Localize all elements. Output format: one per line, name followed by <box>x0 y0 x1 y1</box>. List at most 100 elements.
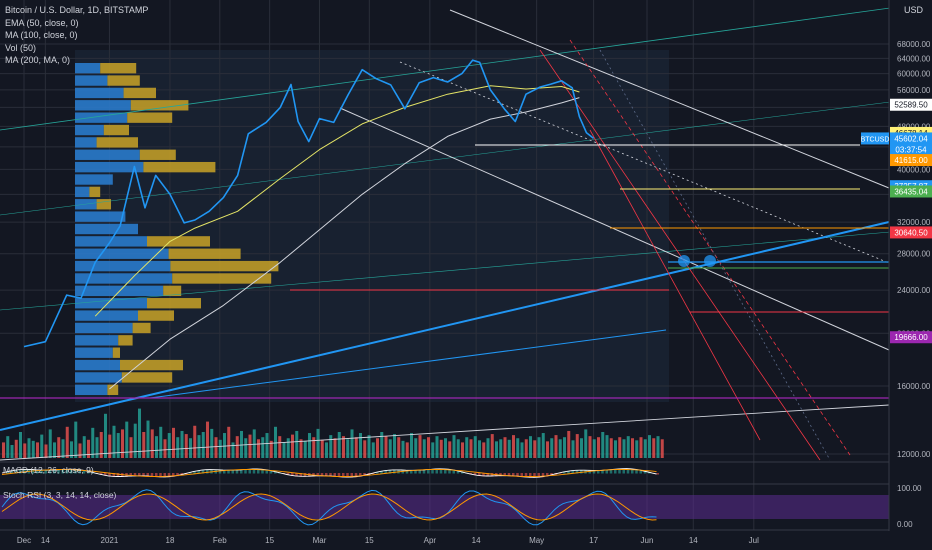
legend-ema[interactable]: EMA (50, close, 0) <box>5 17 79 28</box>
volume-bar <box>172 427 175 458</box>
volume-bar <box>635 440 639 458</box>
volume-bar <box>159 426 163 458</box>
volume-bar <box>507 439 511 458</box>
volume-profile-sell <box>118 335 133 346</box>
volume-bar <box>193 425 197 458</box>
trend-line <box>0 7 891 131</box>
y-tick-label: 60000.00 <box>897 70 931 79</box>
volume-profile-buy <box>75 124 104 136</box>
volume-bar <box>23 443 27 458</box>
volume-bar <box>214 437 218 458</box>
volume-profile-sell <box>112 347 120 358</box>
macd-histogram-bar <box>112 473 115 477</box>
stoch-level-label: 100.00 <box>897 484 922 493</box>
support-trend-line <box>0 221 890 431</box>
macd-histogram-bar <box>461 471 464 474</box>
volume-bar <box>53 442 56 458</box>
volume-profile-buy <box>75 322 133 334</box>
volume-bar <box>618 437 622 458</box>
macd-histogram-bar <box>359 473 362 477</box>
resistance-line <box>449 9 890 189</box>
volume-bar <box>244 438 248 458</box>
y-tick-label: 64000.00 <box>897 54 931 63</box>
volume-profile-buy <box>75 112 128 123</box>
volume-bar <box>580 438 583 458</box>
y-tick-label: 56000.00 <box>897 86 931 95</box>
volume-bar <box>648 435 651 458</box>
macd-histogram-bar <box>482 473 485 477</box>
volume-bar <box>40 434 44 458</box>
volume-bar <box>176 437 180 458</box>
volume-bar <box>303 441 307 458</box>
macd-histogram-bar <box>167 473 171 478</box>
volume-bar <box>278 436 282 458</box>
legend-title: Bitcoin / U.S. Dollar, 1D, BITSTAMP <box>5 5 149 15</box>
macd-histogram-bar <box>99 473 103 475</box>
volume-bar <box>529 436 532 458</box>
macd-histogram-bar <box>129 473 132 477</box>
macd-label[interactable]: MACD (12, 26, close, 9) <box>3 465 94 475</box>
volume-bar <box>439 439 443 458</box>
macd-histogram-bar <box>439 468 443 474</box>
volume-bar <box>240 430 243 458</box>
volume-bar <box>614 440 617 458</box>
volume-bar <box>206 421 209 458</box>
macd-histogram-bar <box>388 470 392 474</box>
volume-bar <box>36 442 39 458</box>
volume-bar <box>622 439 626 458</box>
volume-profile-buy <box>75 335 119 346</box>
price-label: 30640.50 <box>894 228 928 237</box>
macd-histogram-bar <box>320 473 324 477</box>
macd-histogram-bar <box>410 470 413 474</box>
volume-bar <box>269 440 273 458</box>
currency-label[interactable]: USD <box>904 5 924 15</box>
volume-profile-sell <box>107 75 140 86</box>
macd-histogram-bar <box>189 472 192 474</box>
macd-histogram-bar <box>163 473 166 478</box>
macd-histogram-bar <box>337 473 341 478</box>
volume-profile-sell <box>163 285 182 297</box>
volume-bar <box>367 435 371 458</box>
volume-bar <box>227 426 231 458</box>
x-tick-label: Feb <box>213 536 227 545</box>
volume-profile-buy <box>75 149 140 160</box>
volume-bar <box>155 436 158 458</box>
volume-bar <box>503 437 507 458</box>
volume-profile-sell <box>96 137 138 148</box>
y-tick-label: 24000.00 <box>897 286 931 295</box>
x-tick-label: 14 <box>689 536 698 545</box>
legend-vol[interactable]: Vol (50) <box>5 42 37 53</box>
volume-bar <box>329 435 333 458</box>
volume-bar <box>414 438 418 458</box>
macd-histogram-bar <box>456 470 460 474</box>
macd-histogram-bar <box>558 473 562 474</box>
volume-profile-sell <box>130 100 189 111</box>
macd-histogram-bar <box>533 473 536 478</box>
macd-histogram-bar <box>223 470 226 474</box>
volume-bar <box>70 441 73 458</box>
legend-ma100[interactable]: MA (100, close, 0) <box>5 30 78 40</box>
volume-bar <box>150 429 154 458</box>
macd-histogram-bar <box>10 470 13 474</box>
legend-ma200[interactable]: MA (200, MA, 0) <box>5 55 71 65</box>
volume-bar <box>376 438 379 458</box>
volume-profile-sell <box>172 273 272 284</box>
volume-bar <box>533 440 537 458</box>
macd-histogram-bar <box>206 469 209 474</box>
stoch-rsi-label[interactable]: Stoch RSI (3, 3, 14, 14, close) <box>3 490 117 500</box>
macd-histogram-bar <box>61 469 64 474</box>
macd-histogram-bar <box>516 473 519 477</box>
macd-histogram-bar <box>48 470 52 474</box>
macd-histogram-bar <box>269 470 273 474</box>
macd-histogram-bar <box>503 473 506 477</box>
macd-histogram-bar <box>512 473 515 477</box>
volume-profile-sell <box>120 359 183 371</box>
volume-bar <box>592 439 596 458</box>
macd-histogram-bar <box>57 469 60 474</box>
volume-bar <box>261 437 265 458</box>
volume-bar <box>265 433 269 458</box>
volume-bar <box>584 429 588 458</box>
volume-profile-buy <box>75 248 169 259</box>
volume-bar <box>388 439 392 458</box>
